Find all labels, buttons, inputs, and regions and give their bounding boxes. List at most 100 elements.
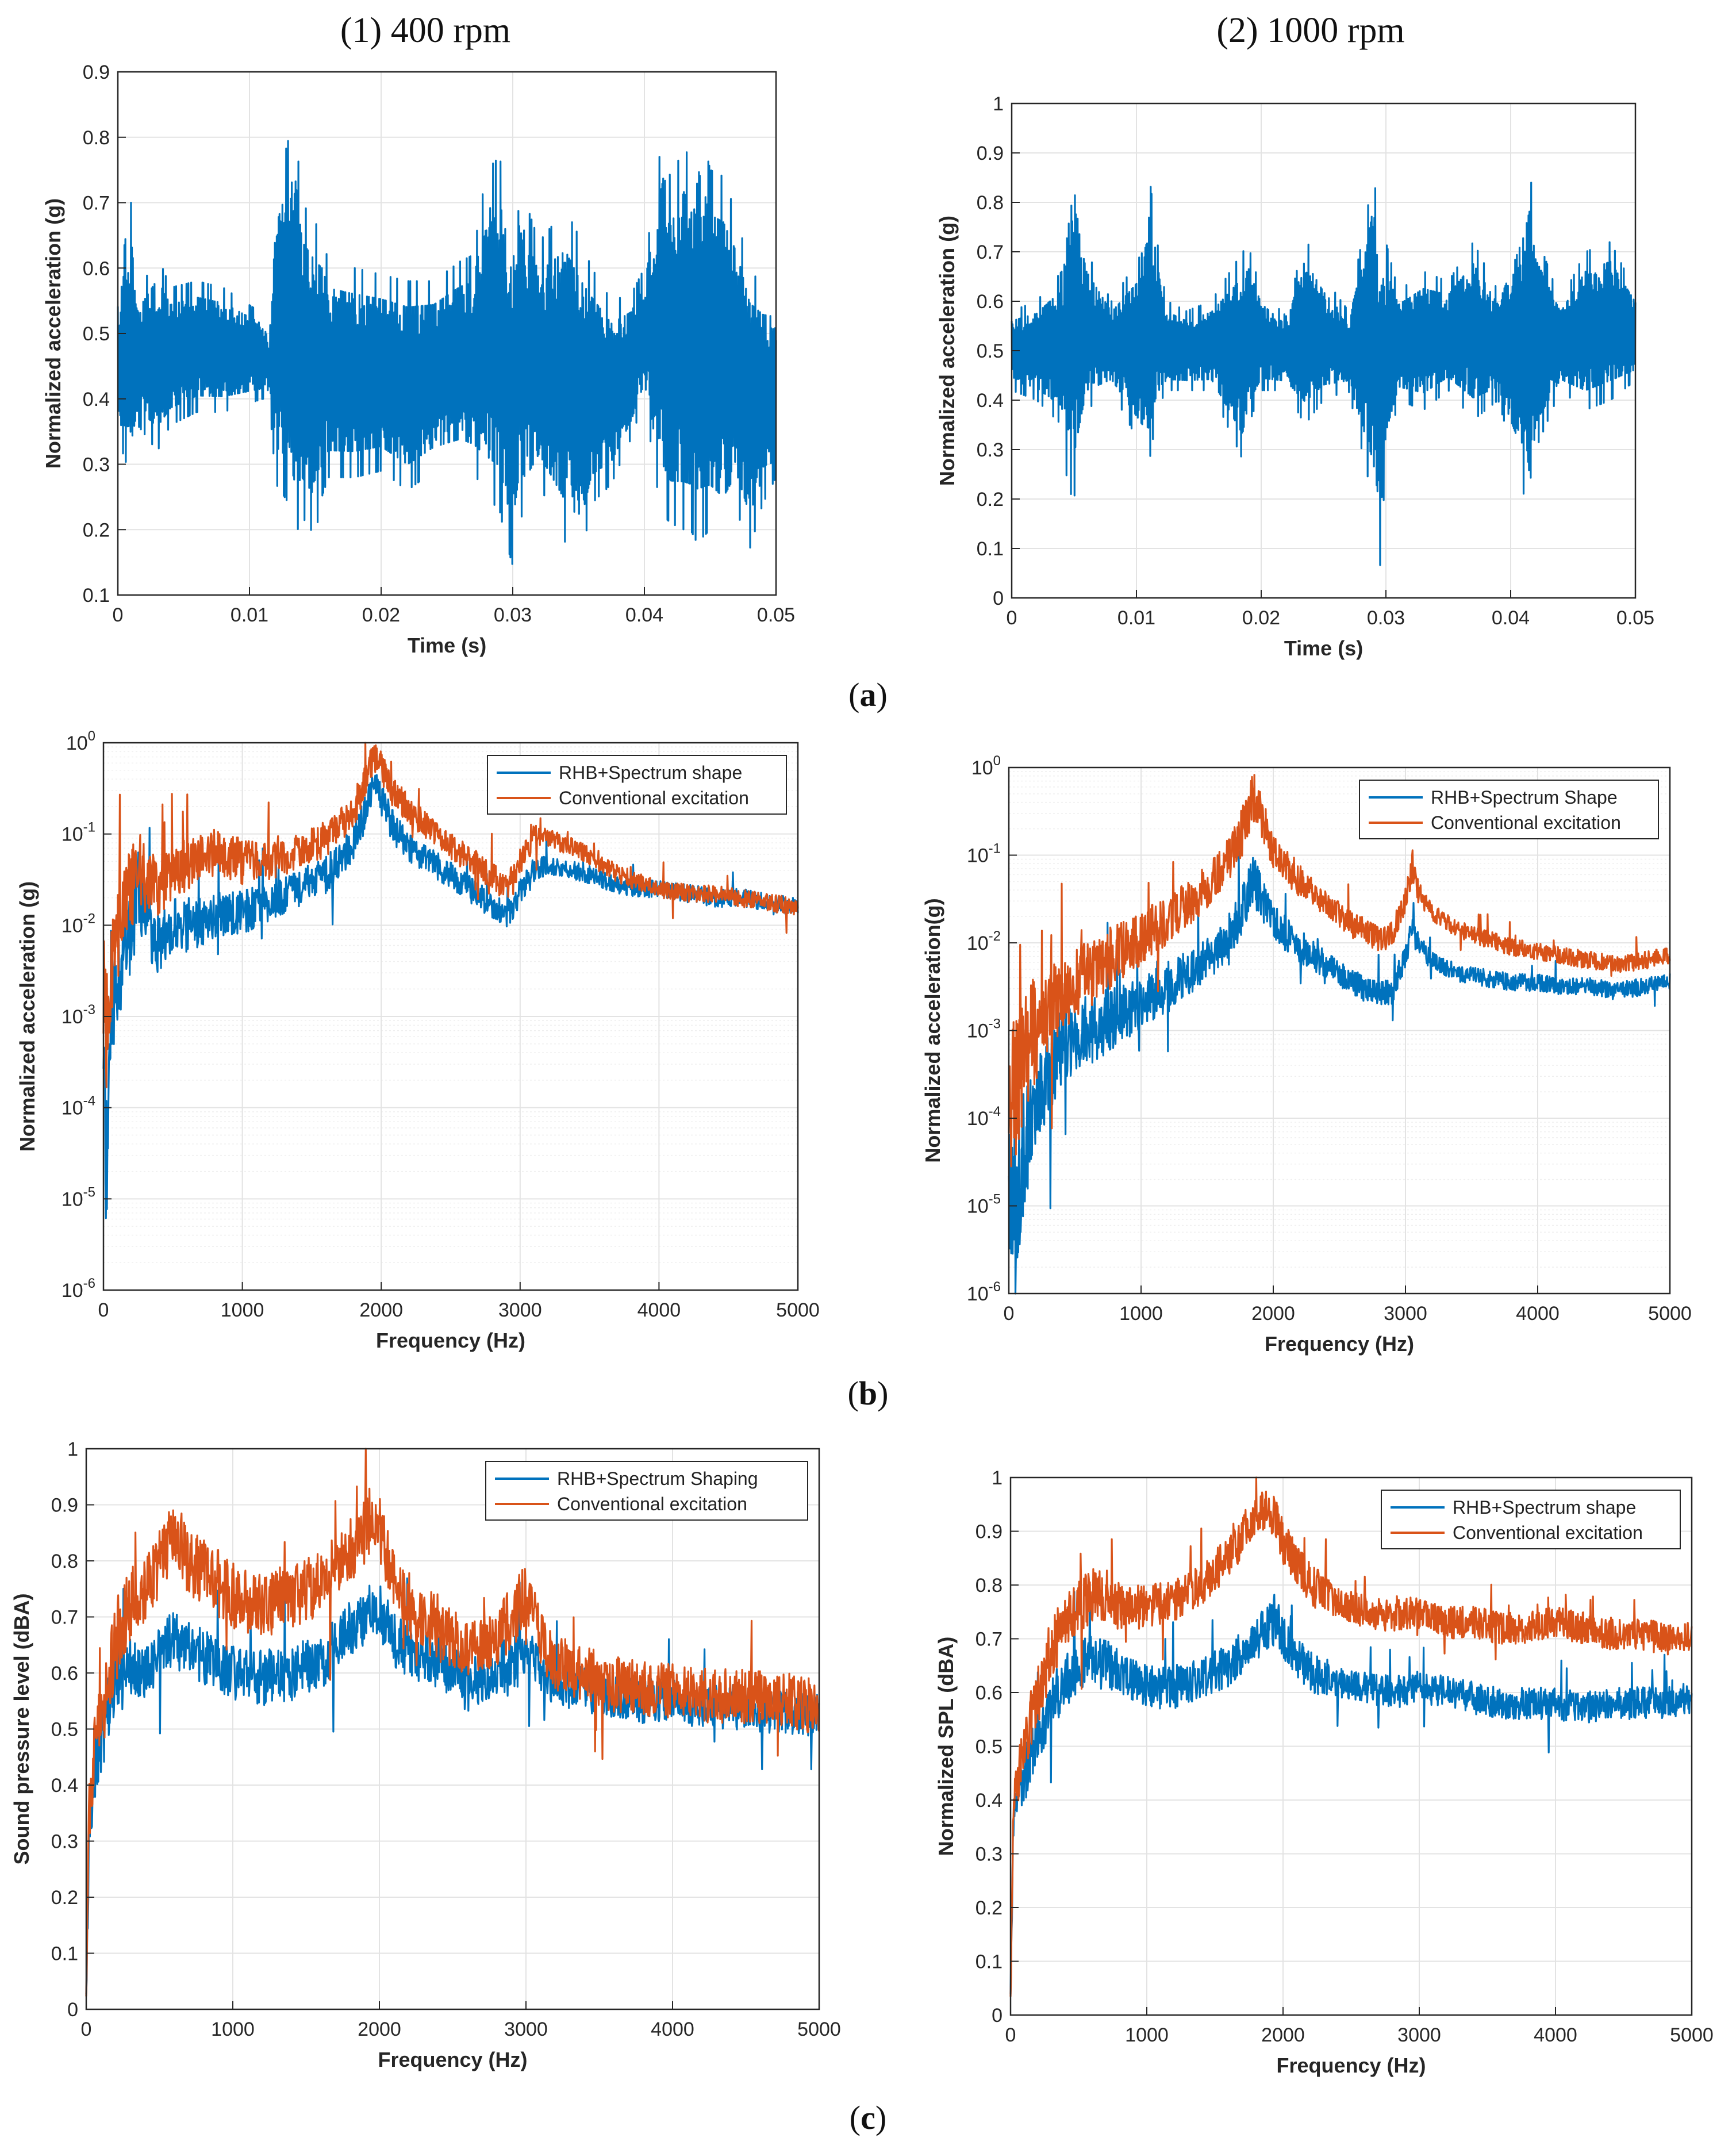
y-tick-label: 0.7: [83, 193, 110, 214]
x-tick-label: 1000: [1119, 1303, 1163, 1325]
y-tick-label: 10-6: [967, 1279, 1001, 1305]
y-tick-label: 10-2: [62, 911, 95, 937]
column-title-400rpm: (1) 400 rpm: [340, 11, 511, 50]
legend-box: [1381, 1490, 1681, 1549]
x-tick-label: 2000: [1261, 2024, 1305, 2046]
x-axis-label: Time (s): [408, 634, 486, 657]
y-tick-label: 10-1: [967, 841, 1001, 867]
y-tick-label: 0.7: [51, 1607, 78, 1629]
y-tick-label: 0: [67, 1999, 78, 2021]
series-line-conventional-excitation: [1009, 1476, 1693, 1997]
legend-entry-label: Conventional excitation: [1453, 1522, 1643, 1543]
x-tick-label: 3000: [1397, 2024, 1441, 2046]
series-line-conventional-excitation: [102, 742, 799, 1088]
x-tick-label: 0: [1007, 607, 1017, 629]
y-tick-label: 1: [992, 1467, 1003, 1489]
x-tick-label: 0.02: [1242, 607, 1280, 629]
y-tick-label: 0.3: [975, 1844, 1003, 1866]
y-tick-label: 0.3: [977, 439, 1004, 461]
x-axis-label: Frequency (Hz): [1265, 1332, 1414, 1356]
x-tick-label: 0: [98, 1299, 109, 1321]
panel-label-b: (b): [847, 1375, 889, 1412]
y-tick-label: 1: [67, 1438, 78, 1460]
y-tick-label: 0.2: [83, 519, 110, 541]
y-tick-label: 0.7: [975, 1629, 1003, 1651]
x-tick-label: 1000: [211, 2018, 255, 2040]
x-tick-label: 0.04: [1492, 607, 1530, 629]
chart-a1-time-400rpm: 0 0.01 0.02 0.03 0.04 0.05 0.1 0.2 0.3 0.4 0.5 0.6 0…: [41, 62, 795, 657]
y-tick-label: 0.8: [83, 127, 110, 149]
chart-c2-spl-1000rpm: 0 1000 2000 3000 4000 5000 0 0.1 0.2 0.3 0.4 0.5 0.6…: [934, 1467, 1714, 2077]
x-axis-label: Time (s): [1284, 636, 1363, 660]
y-tick-label: 0.3: [83, 454, 110, 476]
legend-entry-label: RHB+Spectrum Shape: [1431, 787, 1618, 808]
y-tick-label: 0.4: [977, 390, 1004, 412]
x-tick-label: 0.03: [1367, 607, 1405, 629]
y-tick-label: 10-5: [62, 1184, 95, 1210]
x-tick-label: 2000: [1251, 1303, 1295, 1325]
column-title-1000rpm: (2) 1000 rpm: [1216, 11, 1405, 50]
x-tick-label: 0: [81, 2018, 92, 2040]
y-axis-label: Normalized SPL (dBA): [934, 1637, 958, 1856]
legend-box: [487, 755, 787, 815]
x-tick-label: 1000: [221, 1299, 264, 1321]
x-tick-label: 5000: [797, 2018, 841, 2040]
y-axis-label: Sound pressure level (dBA): [10, 1593, 33, 1864]
x-tick-label: 0: [113, 604, 124, 626]
y-tick-label: 0.1: [975, 1951, 1003, 1973]
legend-entry-label: RHB+Spectrum shape: [1453, 1497, 1636, 1518]
x-tick-label: 0.04: [625, 604, 663, 626]
y-axis-label: Normalized acceleration (g): [935, 216, 959, 486]
x-axis-label: Frequency (Hz): [378, 2048, 527, 2071]
y-tick-label: 0: [993, 588, 1004, 609]
series-line-rhb-spectrum-shape: [1008, 850, 1671, 1295]
chart-a2-time-1000rpm: 0 0.01 0.02 0.03 0.04 0.05 0 0.1 0.2 0.3 0.4 0.5 0.6…: [935, 93, 1654, 660]
chart-b1-spectrum-400rpm: 0 1000 2000 3000 4000 5000 10-6 10-5 10-4 10-3 10-…: [16, 728, 820, 1352]
legend-entry-label: RHB+Spectrum Shaping: [557, 1468, 758, 1489]
x-tick-label: 0.01: [1117, 607, 1155, 629]
x-tick-label: 4000: [651, 2018, 694, 2040]
y-tick-label: 0.5: [51, 1719, 78, 1741]
y-tick-label: 0.9: [51, 1495, 78, 1517]
x-tick-label: 0.05: [757, 604, 795, 626]
x-tick-label: 3000: [504, 2018, 548, 2040]
legend-entry-label: Conventional excitation: [1431, 812, 1621, 833]
y-tick-label: 10-2: [967, 928, 1001, 954]
y-tick-label: 100: [971, 753, 1001, 779]
panel-label-c: (c): [849, 2099, 887, 2136]
legend-box: [1359, 780, 1659, 839]
x-tick-label: 4000: [1534, 2024, 1577, 2046]
series-line-acceleration: [1011, 182, 1637, 566]
chart-c1-spl-400rpm: 0 1000 2000 3000 4000 5000 0 0.1 0.2 0.3 0.4 0.5 0.6…: [10, 1438, 841, 2071]
x-axis-label: Frequency (Hz): [1276, 2054, 1426, 2077]
series-line-acceleration: [117, 140, 777, 565]
x-tick-label: 3000: [498, 1299, 542, 1321]
legend-entry-label: Conventional excitation: [557, 1494, 747, 1514]
x-tick-label: 0.05: [1616, 607, 1654, 629]
y-tick-label: 0.2: [977, 489, 1004, 511]
y-tick-label: 0.5: [975, 1736, 1003, 1758]
y-tick-label: 0.9: [977, 143, 1004, 164]
y-tick-label: 0.2: [975, 1897, 1003, 1919]
y-tick-label: 0.6: [977, 291, 1004, 313]
y-tick-label: 0.5: [977, 340, 1004, 362]
y-tick-label: 10-1: [62, 820, 95, 846]
legend-entry-label: RHB+Spectrum shape: [559, 762, 742, 783]
y-tick-label: 0.8: [977, 192, 1004, 214]
y-tick-label: 0.3: [51, 1831, 78, 1853]
y-tick-label: 0.6: [83, 258, 110, 279]
x-tick-label: 4000: [1516, 1303, 1560, 1325]
y-axis-label: Normalized acceleration (g): [16, 881, 39, 1152]
series-line-conventional-excitation: [85, 1448, 820, 1997]
x-tick-label: 0.02: [362, 604, 400, 626]
y-tick-label: 10-3: [62, 1002, 95, 1028]
x-tick-label: 5000: [1670, 2024, 1714, 2046]
y-tick-label: 0.8: [51, 1551, 78, 1572]
x-tick-label: 2000: [358, 2018, 401, 2040]
series-line-conventional-excitation: [1008, 774, 1671, 1168]
y-tick-label: 0.4: [51, 1775, 78, 1797]
y-tick-label: 0.7: [977, 241, 1004, 263]
x-tick-label: 3000: [1384, 1303, 1427, 1325]
y-axis-label: Normalized acceleration (g): [41, 198, 65, 469]
x-tick-label: 0: [1005, 2024, 1016, 2046]
